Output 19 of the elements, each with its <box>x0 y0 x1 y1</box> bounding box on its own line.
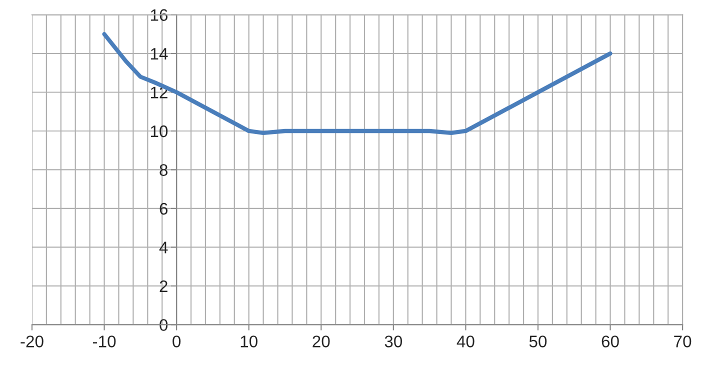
x-tick-label: 70 <box>674 336 692 348</box>
y-tick-label: 10 <box>150 125 168 138</box>
x-tick-label: -10 <box>92 336 116 348</box>
x-tick-label: -20 <box>20 336 44 348</box>
x-tick-label: 60 <box>602 336 619 348</box>
x-tick-label: 50 <box>529 336 547 348</box>
y-tick-label: 0 <box>160 319 168 331</box>
y-tick-label: 14 <box>150 48 168 60</box>
x-tick-label: 0 <box>172 336 181 348</box>
y-tick-label: 2 <box>160 280 168 292</box>
x-tick-label: 30 <box>384 336 402 348</box>
y-tick-label: 8 <box>160 164 168 176</box>
x-tick-label: 20 <box>312 336 330 348</box>
y-tick-label: 6 <box>160 202 168 215</box>
y-tick-label: 16 <box>150 9 168 21</box>
line-series <box>102 32 612 136</box>
x-tick-label: 10 <box>240 336 258 348</box>
x-tick-label: 40 <box>456 336 474 348</box>
y-tick-label: 4 <box>159 242 168 254</box>
